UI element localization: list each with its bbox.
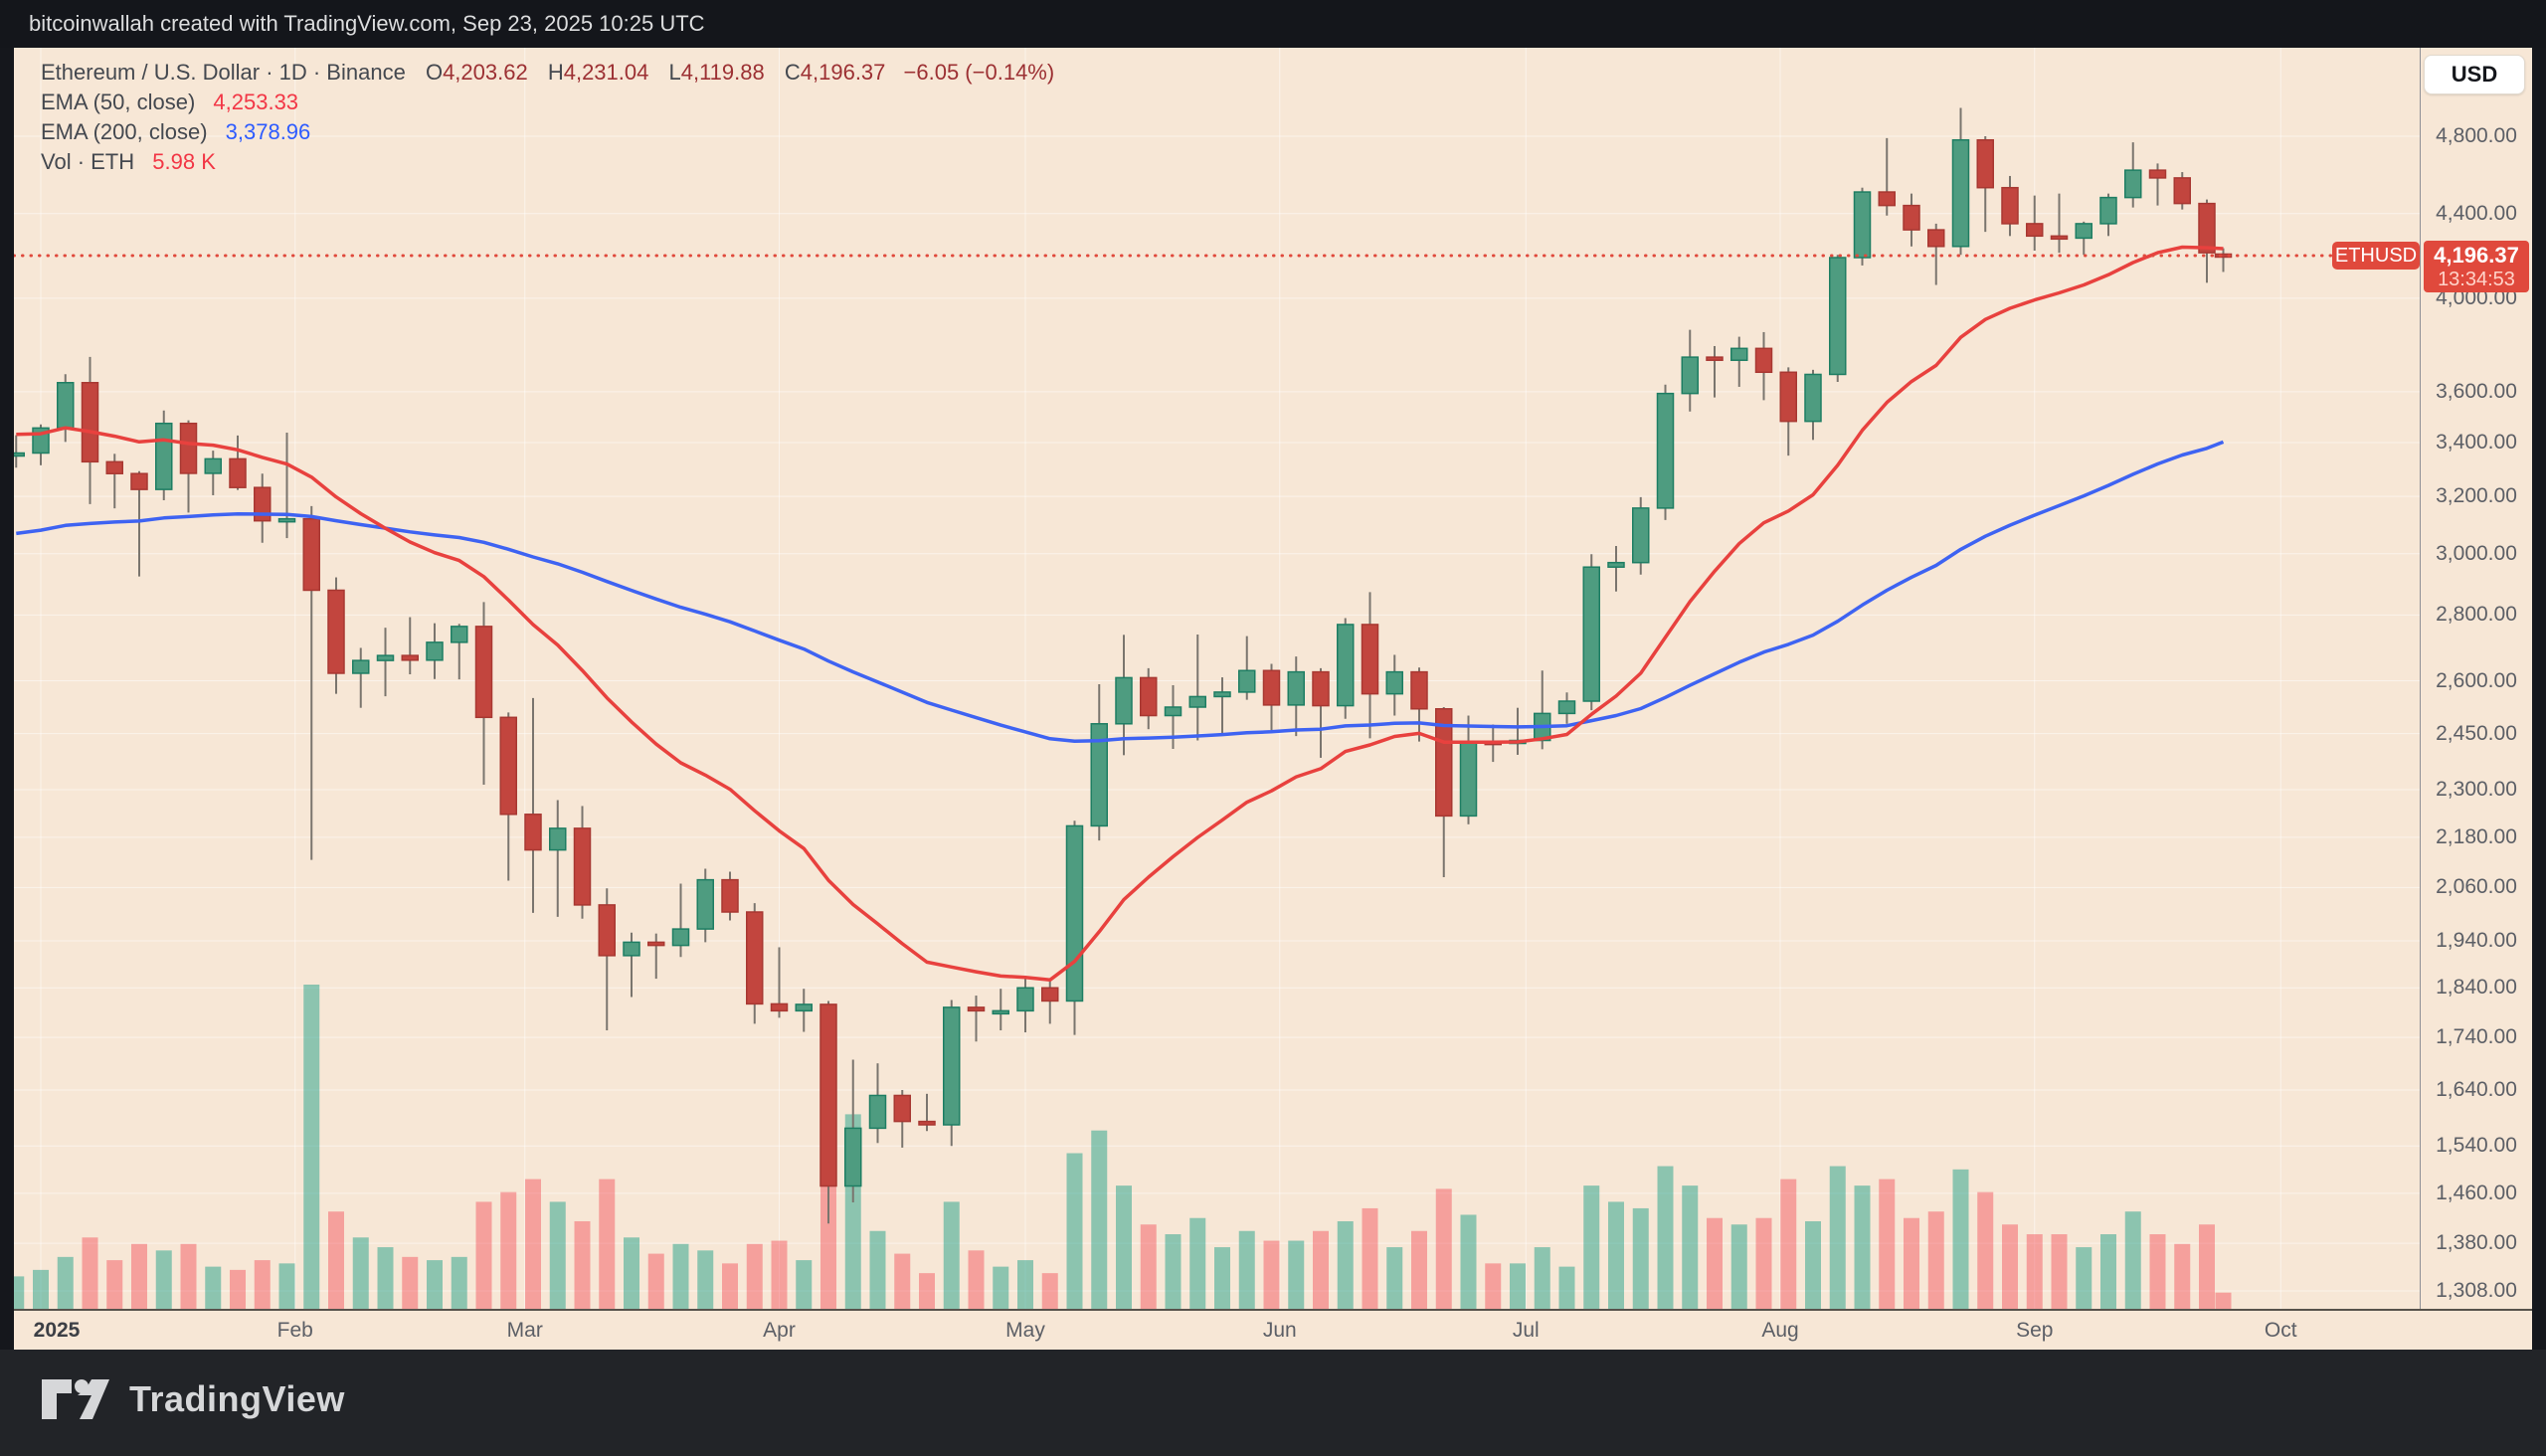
price-tick-label: 1,940.00 [2436, 928, 2517, 952]
price-tick-label: 1,840.00 [2436, 976, 2517, 1000]
ema50-label: EMA (50, close) [41, 90, 196, 114]
price-tick-label: 1,740.00 [2436, 1025, 2517, 1049]
symbol-description: Ethereum / U.S. Dollar · 1D · Binance [41, 60, 406, 85]
price-tick-label: 3,200.00 [2436, 484, 2517, 508]
close-value: 4,196.37 [800, 60, 886, 85]
tradingview-logo[interactable]: TradingView [40, 1375, 345, 1423]
time-axis-month-label: Apr [763, 1319, 796, 1342]
ema200-legend-row[interactable]: EMA (200, close) 3,378.96 [41, 117, 1054, 147]
open-value: 4,203.62 [443, 60, 528, 85]
price-tick-label: 2,060.00 [2436, 875, 2517, 899]
price-tick-label: 2,300.00 [2436, 777, 2517, 801]
high-value: 4,231.04 [563, 60, 649, 85]
close-label: C [784, 60, 801, 85]
time-axis-month-label: Oct [2264, 1319, 2297, 1342]
time-axis-month-label: Feb [276, 1319, 313, 1342]
ema50-legend-row[interactable]: EMA (50, close) 4,253.33 [41, 88, 1054, 117]
volume-layer [14, 985, 2232, 1309]
price-tick-label: 2,800.00 [2436, 603, 2517, 627]
chart-legend[interactable]: Ethereum / U.S. Dollar · 1D · Binance O4… [41, 58, 1054, 177]
last-price-badge: 4,196.37 13:34:53 [2424, 241, 2529, 292]
currency-toggle-button[interactable]: USD [2424, 55, 2525, 94]
low-value: 4,119.88 [680, 60, 765, 85]
ema200-label: EMA (200, close) [41, 119, 208, 144]
grid-layer [14, 48, 2420, 1309]
price-tick-label: 1,640.00 [2436, 1078, 2517, 1101]
time-axis-month-label: Aug [1761, 1319, 1799, 1342]
bottom-brand-bar: TradingView [0, 1350, 2546, 1456]
bar-countdown: 13:34:53 [2424, 270, 2529, 292]
time-axis-month-label: Jul [1512, 1319, 1540, 1342]
tradingview-logo-icon [42, 1379, 109, 1419]
volume-value: 5.98 K [152, 149, 216, 174]
change-value: −6.05 (−0.14%) [903, 60, 1055, 85]
price-tick-label: 3,000.00 [2436, 541, 2517, 565]
chart-widget[interactable]: Ethereum / U.S. Dollar · 1D · Binance O4… [14, 48, 2532, 1350]
price-tick-label: 4,400.00 [2436, 201, 2517, 225]
price-tick-label: 4,800.00 [2436, 124, 2517, 147]
title-bar: bitcoinwallah created with TradingView.c… [0, 0, 2546, 48]
price-tick-label: 2,180.00 [2436, 824, 2517, 848]
time-axis-month-label: Mar [506, 1319, 543, 1342]
symbol-price-flag: ETHUSD [2332, 242, 2420, 270]
time-axis-month-label: Sep [2016, 1319, 2054, 1342]
price-tick-label: 1,380.00 [2436, 1231, 2517, 1255]
price-tick-label: 3,400.00 [2436, 430, 2517, 454]
volume-legend-row[interactable]: Vol · ETH 5.98 K [41, 147, 1054, 177]
high-label: H [547, 60, 564, 85]
price-tick-label: 1,308.00 [2436, 1279, 2517, 1302]
time-axis[interactable]: 2025 Feb Mar Apr May Jun Jul Aug Sep Oct [14, 1309, 2532, 1350]
time-axis-year-label: 2025 [33, 1319, 81, 1342]
candlestick-chart-canvas[interactable] [14, 48, 2532, 1309]
snapshot-title: bitcoinwallah created with TradingView.c… [29, 11, 705, 36]
time-axis-month-label: Jun [1262, 1319, 1297, 1342]
symbol-row[interactable]: Ethereum / U.S. Dollar · 1D · Binance O4… [41, 58, 1054, 88]
price-tick-label: 3,600.00 [2436, 379, 2517, 403]
price-axis[interactable]: USD 4,196.37 13:34:53 4,800.00 4,400.00 4,… [2420, 48, 2532, 1309]
price-tick-label: 2,450.00 [2436, 721, 2517, 745]
price-tick-label: 1,540.00 [2436, 1134, 2517, 1158]
last-price-value: 4,196.37 [2424, 241, 2529, 270]
candlestick-layer [14, 107, 2233, 1224]
volume-label: Vol · ETH [41, 149, 135, 174]
price-tick-label: 1,460.00 [2436, 1181, 2517, 1204]
price-tick-label: 2,600.00 [2436, 668, 2517, 692]
low-label: L [668, 60, 681, 85]
time-axis-month-label: May [1005, 1319, 1045, 1342]
tradingview-logo-text: TradingView [129, 1378, 345, 1419]
open-label: O [425, 60, 444, 85]
ema200-value: 3,378.96 [225, 119, 311, 144]
ema50-value: 4,253.33 [213, 90, 299, 114]
ema50-line [16, 245, 2224, 983]
